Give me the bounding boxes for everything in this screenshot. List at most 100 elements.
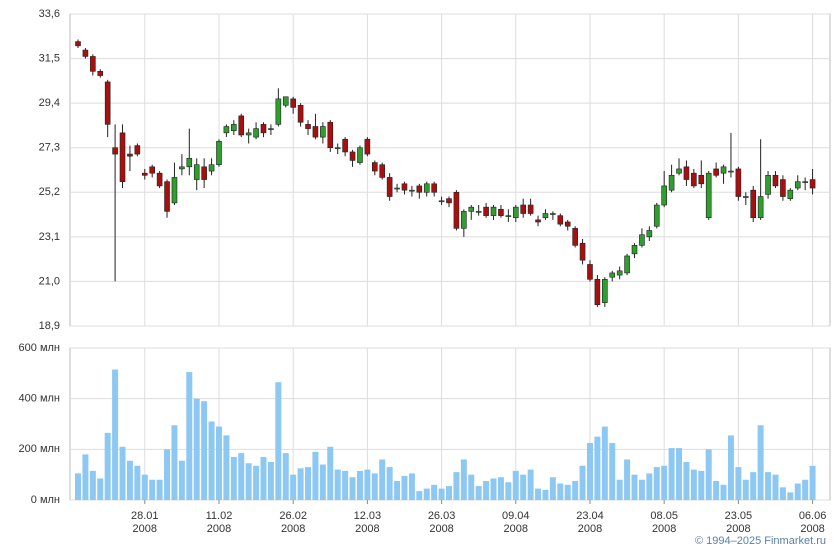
volume-bar [275, 382, 282, 500]
candle-body [728, 170, 734, 173]
candle-body [572, 228, 578, 246]
x-tick-year: 2008 [429, 523, 453, 535]
candle-body [720, 166, 727, 174]
candle-body [646, 230, 653, 238]
candle-body [357, 147, 363, 163]
y-tick-label: 400 млн [19, 393, 60, 405]
volume-bar [809, 465, 816, 500]
volume-bar [787, 492, 794, 500]
candle-body [505, 215, 512, 217]
x-tick-year: 2008 [207, 523, 231, 535]
candle-body [475, 211, 482, 213]
volume-bar [520, 474, 527, 500]
x-tick-label: 08.05 [650, 510, 678, 522]
volume-bar [757, 425, 764, 500]
volume-bar [193, 398, 200, 500]
volume-bar [149, 479, 156, 500]
volume-bar [290, 474, 297, 500]
volume-bar [438, 488, 445, 500]
candle-body [453, 191, 460, 229]
volume-bar [342, 470, 349, 500]
volume-bar [82, 454, 89, 500]
volume-bar [802, 479, 809, 500]
candle-body [461, 211, 467, 229]
volume-bar [349, 477, 356, 500]
volume-bar [215, 426, 222, 500]
candle-body [431, 183, 437, 193]
volume-bar [698, 470, 705, 500]
candle-body [179, 166, 185, 170]
candle-body [772, 175, 779, 187]
volume-bar [379, 459, 386, 500]
candle-body [171, 177, 178, 204]
volume-bar [505, 482, 512, 500]
candle-body [750, 189, 757, 219]
y-tick-label: 200 млн [19, 443, 60, 455]
candle-body [802, 181, 808, 183]
candle-body [334, 147, 341, 150]
candle-body [193, 164, 200, 180]
volume-bar [683, 462, 690, 500]
volume-bar [156, 479, 163, 500]
candle-body [490, 206, 497, 216]
candle-body [320, 126, 326, 138]
candle-body [149, 166, 155, 174]
x-tick-label: 23.04 [576, 510, 604, 522]
x-tick-label: 23.05 [725, 510, 753, 522]
candle-body [780, 179, 786, 197]
volume-bar [119, 446, 126, 500]
candle-body [631, 245, 638, 255]
candle-body [112, 147, 118, 155]
volume-bar [319, 464, 326, 500]
volume-bar [171, 425, 178, 500]
x-tick-label: 06.06 [799, 510, 827, 522]
y-tick-label: 21,0 [39, 275, 60, 287]
candle-body [97, 71, 104, 76]
volume-bar [676, 448, 683, 500]
volume-bar [230, 456, 237, 500]
volume-bar [564, 484, 571, 500]
y-tick-label: 27,3 [39, 142, 60, 154]
volume-bar [134, 465, 141, 500]
volume-bar [297, 468, 304, 500]
candle-body [683, 166, 690, 180]
x-tick-label: 28.01 [131, 510, 159, 522]
volume-bar [549, 477, 556, 500]
volume-bar [223, 435, 230, 500]
volume-bar [112, 369, 119, 500]
volume-bar [416, 491, 423, 500]
volume-bar [104, 432, 111, 500]
candle-body [705, 172, 712, 219]
candle-body [312, 126, 319, 138]
volume-bar [631, 474, 638, 500]
volume-bar [394, 481, 401, 500]
volume-bar [260, 456, 267, 500]
y-tick-label: 23,1 [39, 231, 60, 243]
footer: © 1994–2025 Finmarket.ru [695, 535, 826, 547]
volume-bar [735, 467, 742, 500]
x-tick-year: 2008 [504, 523, 528, 535]
candle-body [75, 41, 81, 47]
volume-bar [267, 462, 274, 500]
volume-bar [616, 479, 623, 500]
volume-bar [401, 475, 408, 500]
volume-bar [720, 484, 727, 500]
y-tick-label: 25,2 [39, 186, 60, 198]
y-tick-label: 18,9 [39, 320, 60, 332]
candle-body [371, 162, 378, 172]
candle-body [512, 206, 519, 219]
candle-body [223, 126, 230, 134]
candle-body [498, 208, 504, 216]
x-tick-label: 12.03 [354, 510, 382, 522]
volume-bar [253, 465, 260, 500]
volume-bar [713, 481, 720, 500]
candle-body [349, 151, 356, 161]
volume-bar [201, 401, 208, 500]
volume-bar [483, 481, 490, 500]
candle-body [527, 204, 534, 214]
volume-bar [497, 477, 504, 500]
volume-bar [312, 451, 319, 500]
volume-bar [364, 469, 371, 500]
x-tick-year: 2008 [652, 523, 676, 535]
